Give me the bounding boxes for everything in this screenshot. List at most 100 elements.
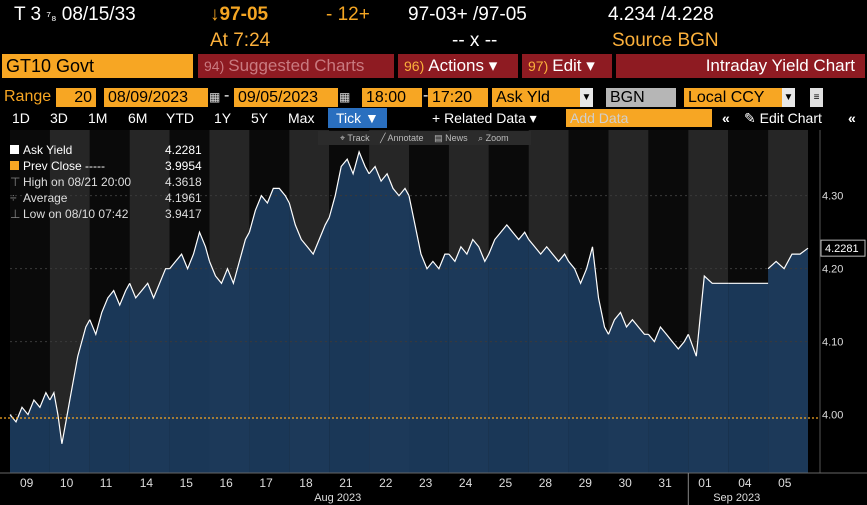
start-time-field[interactable]: 18:00 bbox=[362, 88, 422, 107]
date-separator: - bbox=[224, 87, 230, 104]
area-fill bbox=[329, 151, 370, 473]
calendar-icon[interactable]: ▦ bbox=[339, 90, 351, 104]
legend-prev-close[interactable]: Prev Close ----- 3.9954 bbox=[10, 158, 202, 174]
range-label: Range bbox=[4, 88, 52, 105]
x-tick-label: 24 bbox=[459, 476, 473, 490]
yield-line bbox=[208, 231, 250, 286]
yield-chart[interactable]: 4.00 4.10 4.20 4.30 4.2281 09 10 11 14 15 16 17 18 21… bbox=[0, 128, 867, 505]
settings-toggle-icon[interactable]: ≡ bbox=[810, 88, 823, 107]
period-6m[interactable]: 6M bbox=[128, 110, 148, 126]
average-marker-icon: ÷ bbox=[10, 191, 17, 205]
area-fill bbox=[169, 232, 210, 473]
x-tick-label: 15 bbox=[180, 476, 194, 490]
month-label: Aug 2023 bbox=[314, 492, 361, 504]
period-max[interactable]: Max bbox=[288, 110, 315, 126]
area-fill bbox=[409, 195, 449, 473]
track-tool[interactable]: ⌖ Track bbox=[340, 133, 370, 143]
security-name: T 3 ⁷₈ 08/15/33 bbox=[14, 4, 136, 25]
edit-chart-button[interactable]: ✎ Edit Chart bbox=[744, 110, 822, 126]
down-arrow-icon: ↓ bbox=[210, 4, 220, 25]
chart-tools: ⌖ Track ╱ Annotate ▤ News ⌕ Zoom bbox=[318, 131, 531, 145]
yield-line bbox=[129, 268, 170, 300]
x-tick-label: 16 bbox=[220, 476, 234, 490]
x-tick-label: 18 bbox=[299, 476, 313, 490]
y-tick-label: 4.00 bbox=[822, 410, 843, 422]
x-tick-label: 22 bbox=[379, 476, 393, 490]
source-select[interactable]: BGN bbox=[606, 88, 676, 107]
area-fill bbox=[688, 276, 729, 473]
x-tick-label: 31 bbox=[658, 476, 672, 490]
low-marker-icon: ⊥ bbox=[10, 207, 21, 221]
period-5y[interactable]: 5Y bbox=[251, 110, 269, 126]
start-date-field[interactable]: 08/09/2023 bbox=[104, 88, 208, 107]
news-tool[interactable]: ▤ News bbox=[434, 133, 468, 143]
x-tick-label: 28 bbox=[539, 476, 553, 490]
x-tick-label: 23 bbox=[419, 476, 433, 490]
yield-line bbox=[288, 202, 330, 256]
currency-select[interactable]: Local CCY bbox=[684, 88, 782, 107]
area-fill bbox=[648, 327, 689, 473]
calendar-icon[interactable]: ▦ bbox=[209, 90, 221, 104]
yield-line bbox=[408, 195, 449, 270]
period-1y[interactable]: 1Y bbox=[214, 110, 232, 126]
area-fill bbox=[768, 248, 808, 473]
period-ytd[interactable]: YTD bbox=[166, 110, 194, 126]
x-tick-label: 21 bbox=[339, 476, 353, 490]
bid-ask-price: 97-03+ /97-05 bbox=[408, 4, 527, 25]
y-tick-label: 4.30 bbox=[822, 191, 843, 203]
edit-menu[interactable]: 97) Edit ▾ bbox=[522, 54, 612, 78]
area-fill bbox=[608, 312, 649, 473]
period-1m[interactable]: 1M bbox=[88, 110, 108, 126]
period-3d[interactable]: 3D bbox=[50, 110, 68, 126]
chevron-down-icon[interactable]: ▼ bbox=[580, 88, 593, 107]
last-value-label: 4.2281 bbox=[825, 243, 859, 255]
area-fill bbox=[528, 239, 569, 473]
yield-line bbox=[488, 223, 530, 255]
end-date-field[interactable]: 09/05/2023 bbox=[234, 88, 338, 107]
y-tick-label: 4.10 bbox=[822, 337, 843, 349]
chevron-down-icon[interactable]: ▼ bbox=[782, 88, 795, 107]
x-tick-label: 25 bbox=[499, 476, 513, 490]
x-tick-label: 29 bbox=[579, 476, 593, 490]
ticker-field[interactable]: GT10 Govt bbox=[2, 54, 193, 78]
area-fill bbox=[289, 203, 330, 473]
x-tick-label: 10 bbox=[60, 476, 74, 490]
collapse-icon[interactable]: « bbox=[722, 110, 730, 126]
y-tick-label: 4.20 bbox=[822, 264, 843, 276]
x-tick-label: 09 bbox=[20, 476, 34, 490]
x-tick-label: 05 bbox=[778, 476, 792, 490]
add-data-input[interactable]: Add Data bbox=[566, 109, 712, 127]
yield-line bbox=[767, 247, 809, 270]
related-data-menu[interactable]: + Related Data ▾ bbox=[432, 110, 537, 126]
end-time-field[interactable]: 17:20 bbox=[428, 88, 488, 107]
quote-time: At 7:24 bbox=[210, 30, 271, 51]
last-value-tag bbox=[820, 239, 866, 257]
tick-select[interactable]: Tick ▼ bbox=[328, 108, 387, 128]
chart-title: Intraday Yield Chart bbox=[616, 54, 865, 78]
legend-average: ÷ Average 4.1961 bbox=[10, 191, 202, 205]
legend-low: ⊥ Low on 08/10 07:42 3.9417 bbox=[10, 207, 202, 221]
period-1d[interactable]: 1D bbox=[12, 110, 30, 126]
yield-line bbox=[169, 230, 211, 271]
x-tick-label: 17 bbox=[259, 476, 273, 490]
actions-menu[interactable]: 96) Actions ▾ bbox=[398, 54, 518, 78]
yield-line bbox=[568, 246, 610, 335]
field-select[interactable]: Ask Yld bbox=[492, 88, 580, 107]
suggested-charts-button[interactable]: 94) Suggested Charts bbox=[198, 54, 394, 78]
x-tick-label: 11 bbox=[100, 476, 113, 490]
yield-line bbox=[328, 150, 370, 218]
x-tick-label: 14 bbox=[140, 476, 154, 490]
yield-line bbox=[9, 391, 51, 424]
legend-ask-yield[interactable]: Ask Yield 4.2281 bbox=[10, 142, 202, 158]
high-marker-icon: ⊤ bbox=[10, 175, 21, 189]
collapse-panel-icon[interactable]: « bbox=[848, 110, 856, 126]
swatch-icon bbox=[10, 161, 19, 170]
zoom-tool[interactable]: ⌕ Zoom bbox=[478, 133, 509, 143]
x-tick-label: 01 bbox=[698, 476, 712, 490]
area-fill bbox=[568, 246, 609, 473]
yield-line bbox=[448, 238, 490, 263]
swatch-icon bbox=[10, 145, 19, 154]
range-days-field[interactable]: 20 bbox=[56, 88, 96, 107]
annotate-tool[interactable]: ╱ Annotate bbox=[380, 133, 424, 143]
month-label: Sep 2023 bbox=[713, 492, 760, 504]
